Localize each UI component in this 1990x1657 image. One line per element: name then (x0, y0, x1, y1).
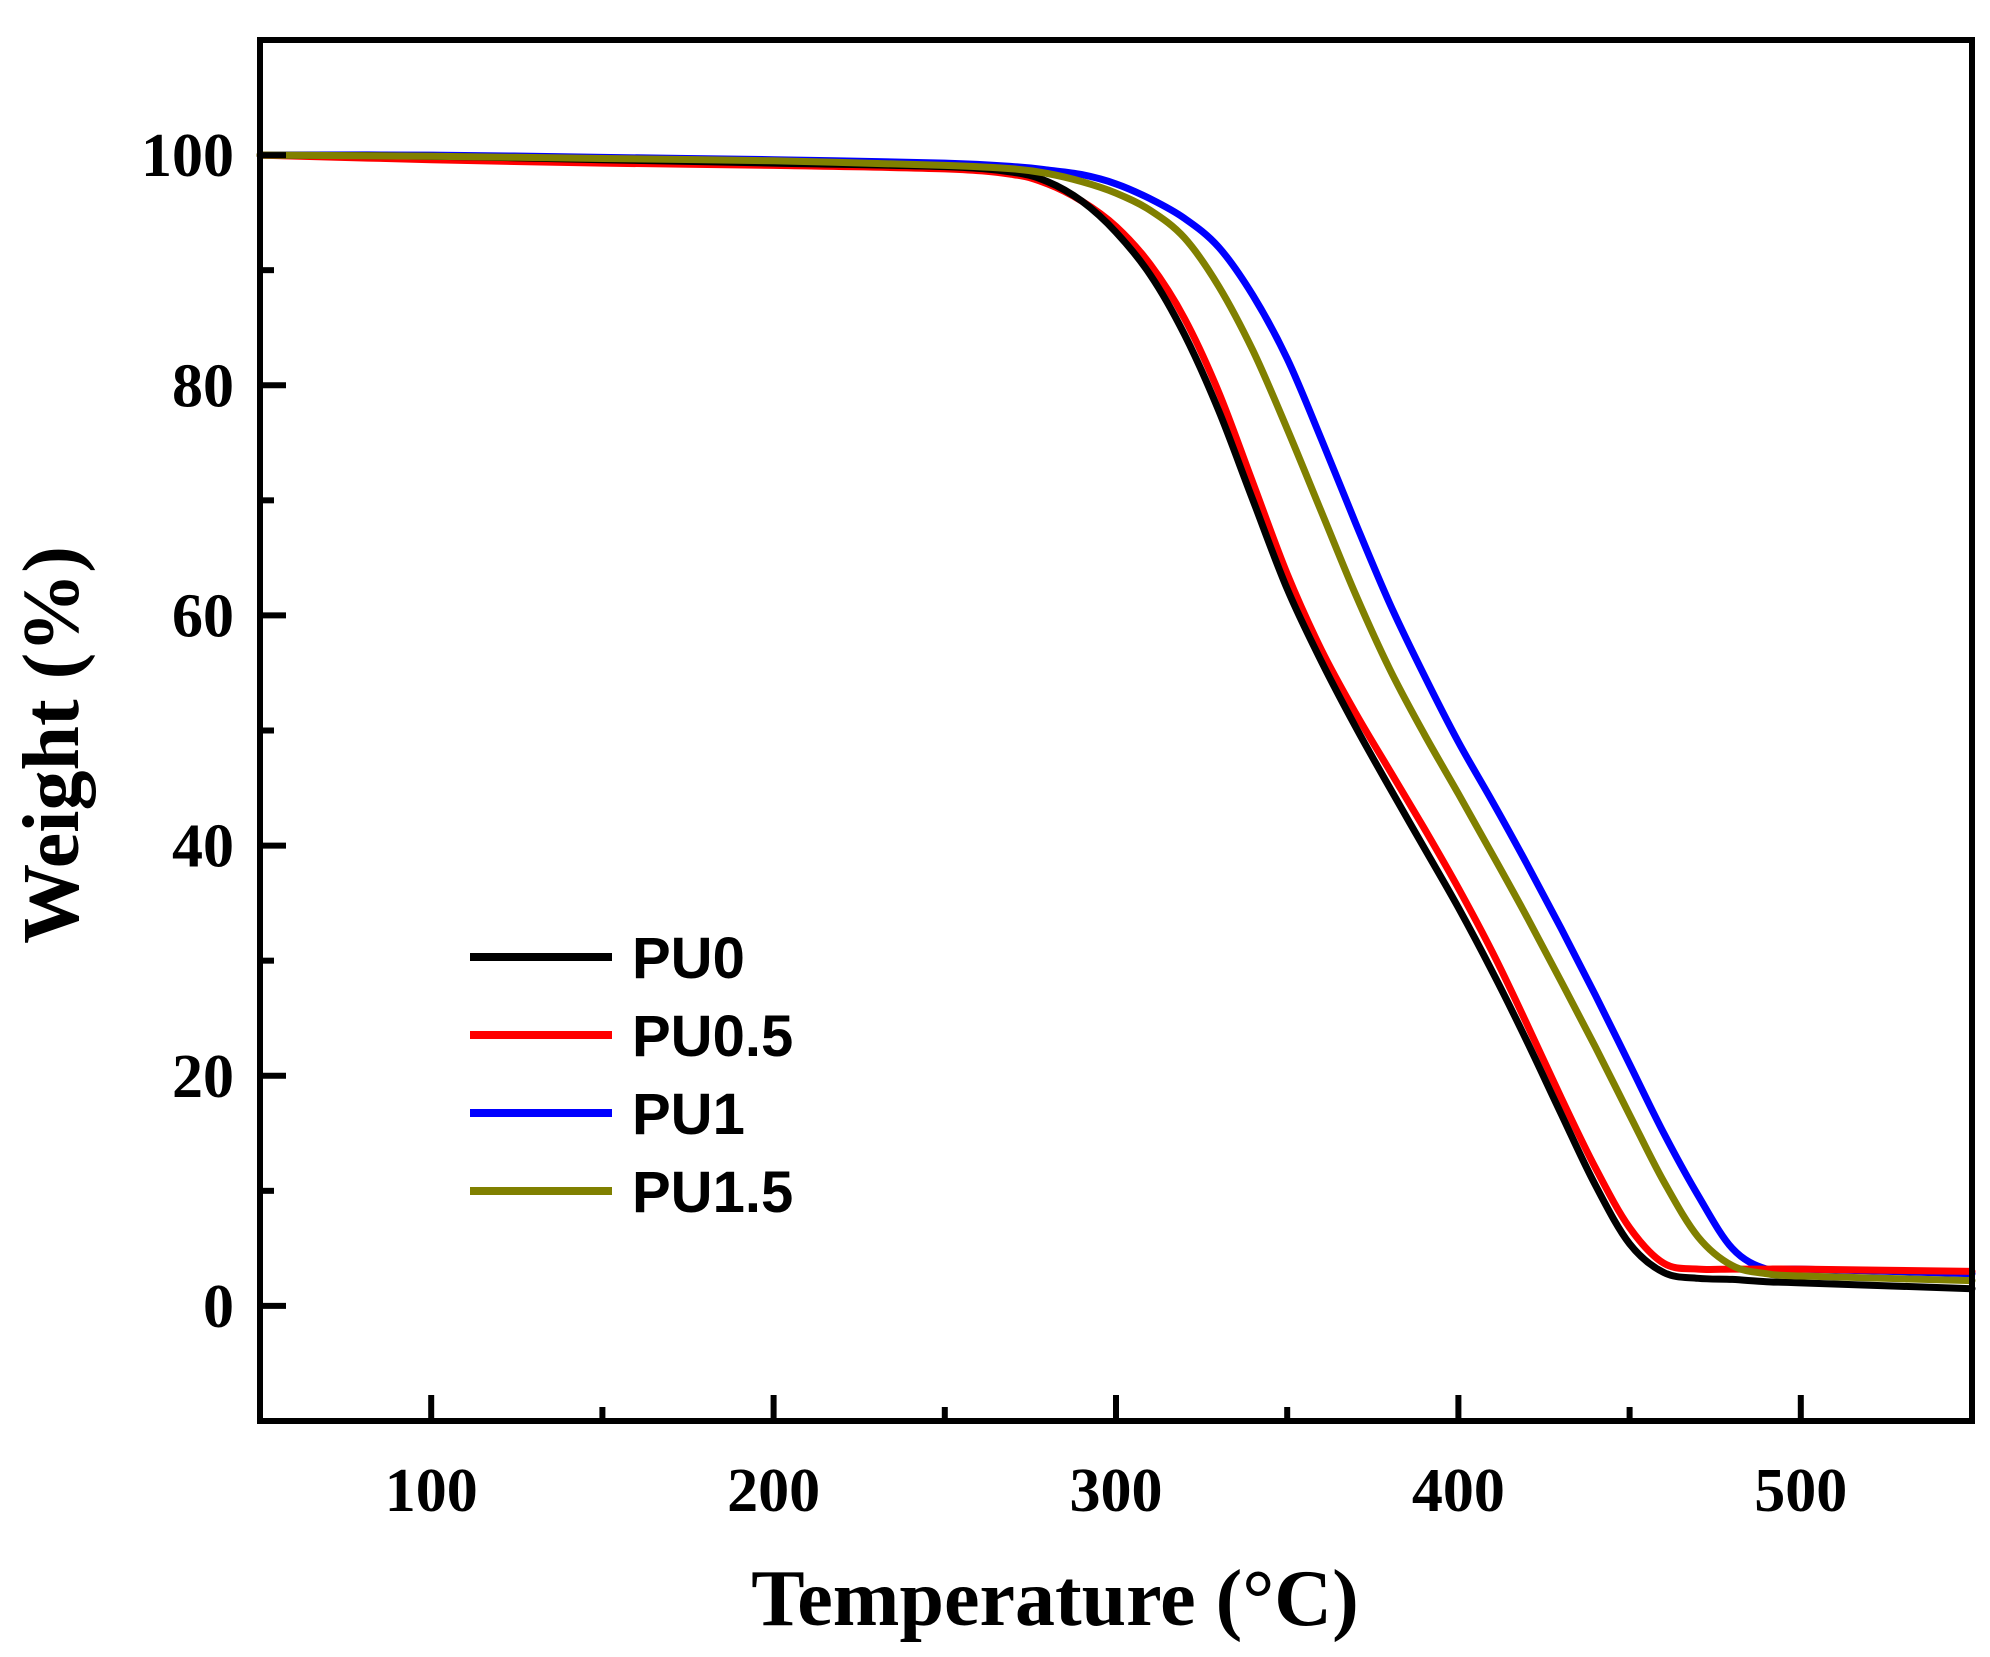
x-axis-title: Temperature (°C) (751, 1555, 1358, 1643)
series-line-pu1 (256, 151, 1976, 1278)
y-tick-label: 80 (172, 352, 234, 420)
x-tick-label: 500 (1754, 1457, 1847, 1525)
series-line-pu0-5 (256, 151, 1976, 1275)
legend-label: PU0.5 (632, 1004, 793, 1069)
x-axis-title-close: ) (1332, 1555, 1359, 1643)
ticks-group (260, 152, 1804, 1421)
x-axis-title-unit: °C (1242, 1555, 1332, 1643)
legend-label: PU1 (632, 1082, 745, 1147)
y-tick-label: 0 (203, 1273, 234, 1341)
series-group (256, 151, 1976, 1293)
series-line-pu1-5 (256, 151, 1976, 1285)
legend-label: PU1.5 (632, 1160, 793, 1225)
x-tick-label: 100 (385, 1457, 478, 1525)
y-tick-label: 40 (172, 813, 234, 881)
y-tick-label: 60 (172, 582, 234, 650)
legend: PU0 PU0.5 PU1 PU1.5 (470, 926, 793, 1225)
x-axis-title-main: Temperature ( (751, 1555, 1242, 1643)
series-line-pu0 (256, 151, 1976, 1293)
y-tick-label: 100 (141, 122, 234, 190)
x-tick-label: 200 (727, 1457, 820, 1525)
y-tick-label: 20 (172, 1043, 234, 1111)
y-axis-title: Weight (%) (8, 546, 96, 944)
x-tick-label: 400 (1412, 1457, 1505, 1525)
legend-label: PU0 (632, 926, 745, 991)
plot-frame (257, 37, 1975, 1424)
tick-labels-group: 100 200 300 400 500 0 20 40 60 80 100 (141, 122, 1847, 1525)
x-tick-label: 300 (1070, 1457, 1163, 1525)
